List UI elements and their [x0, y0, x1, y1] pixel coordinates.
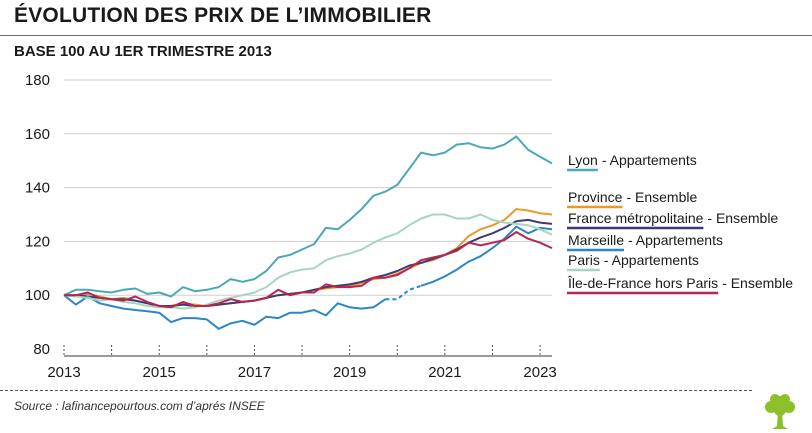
legend-name: Paris: [568, 252, 600, 268]
legend-item-paris: Paris - Appartements: [567, 252, 699, 272]
series-line-lyon: [63, 135, 553, 298]
legend-item-marseille: Marseille - Appartements: [567, 232, 723, 252]
legend-name: Île-de-France hors Paris: [567, 275, 718, 291]
series-line-marseille-dashed: [385, 284, 422, 301]
y-tick-label-100: 100: [25, 287, 50, 304]
x-tick-label-2013: 2013: [47, 364, 80, 381]
y-tick-label-160: 160: [25, 126, 50, 143]
legend-name: Province: [568, 189, 623, 205]
y-tick-label-180: 180: [25, 72, 50, 89]
source-divider: [0, 390, 752, 391]
legend-suffix: - Ensemble: [626, 189, 697, 205]
series-line-île-de-france-hors-paris: [64, 231, 553, 309]
series-layer: [63, 135, 553, 330]
series-line-paris: [63, 213, 553, 310]
legend-suffix: - Appartements: [602, 152, 697, 168]
legend-item-france-métropolitaine: France métropolitaine - Ensemble: [567, 210, 778, 230]
axis-layer: 80 100 120 140 160 180 2013 2015 2017 2019 2021 202…: [25, 72, 557, 381]
y-tick-label-120: 120: [25, 233, 50, 250]
tree-logo-icon: [765, 394, 795, 429]
series-line-france-métropolitaine: [64, 218, 553, 307]
chart-subtitle: BASE 100 AU 1ER TRIMESTRE 2013: [14, 43, 272, 60]
series-line-marseille-end: [420, 225, 553, 287]
x-tick-label-2017: 2017: [238, 364, 271, 381]
x-tick-label-2015: 2015: [143, 364, 176, 381]
x-tick-label-2021: 2021: [428, 364, 461, 381]
legend-name: France métropolitaine: [568, 210, 704, 226]
price-evolution-chart: 80 100 120 140 160 180 2013 2015 2017 2019 2021 202…: [25, 72, 793, 381]
x-tick-label-2019: 2019: [333, 364, 366, 381]
legend-suffix: - Appartements: [628, 232, 723, 248]
legend-name: Marseille: [568, 232, 624, 248]
source-note: Source : lafinancepourtous.com d’aprés I…: [14, 399, 265, 413]
chart-title: ÉVOLUTION DES PRIX DE L’IMMOBILIER: [14, 4, 432, 27]
legend-item-lyon: Lyon - Appartements: [567, 152, 697, 172]
legend-suffix: - Ensemble: [707, 210, 778, 226]
grid-layer: [64, 79, 552, 296]
y-tick-label-80: 80: [33, 341, 50, 358]
legend-item-île-de-france-hors-paris: Île-de-France hors Paris - Ensemble: [567, 275, 793, 295]
title-divider: [0, 35, 812, 36]
legend-item-province: Province - Ensemble: [567, 189, 697, 209]
x-tick-label-2023: 2023: [523, 364, 556, 381]
series-line-marseille: [63, 294, 386, 330]
y-tick-label-140: 140: [25, 180, 50, 197]
legend-name: Lyon: [568, 152, 598, 168]
legend-suffix: - Appartements: [604, 252, 699, 268]
legend-suffix: - Ensemble: [722, 275, 793, 291]
